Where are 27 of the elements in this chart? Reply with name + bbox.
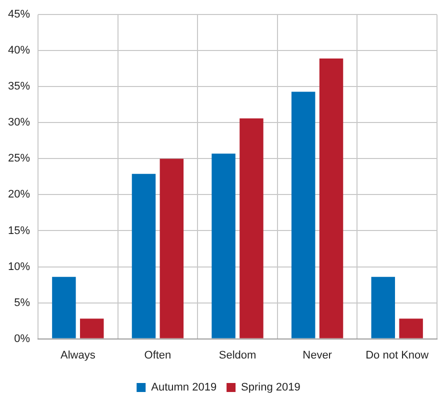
y-tick-label: 5% bbox=[14, 296, 30, 309]
bar bbox=[240, 118, 264, 338]
y-tick-label: 25% bbox=[8, 152, 30, 165]
x-tick-label: Always bbox=[60, 349, 96, 362]
legend-label: Autumn 2019 bbox=[151, 382, 217, 394]
x-tick-label: Never bbox=[302, 349, 332, 362]
bar bbox=[291, 92, 316, 338]
x-tick-label: Seldom bbox=[218, 349, 256, 362]
x-tick-label: Do not Know bbox=[366, 349, 429, 362]
bar bbox=[212, 154, 236, 338]
y-tick-label: 10% bbox=[8, 260, 30, 273]
bar bbox=[319, 58, 344, 338]
y-tick-label: 20% bbox=[8, 188, 30, 201]
x-tick-label: Often bbox=[144, 349, 172, 362]
y-tick-label: 40% bbox=[8, 44, 30, 57]
y-tick-label: 45% bbox=[8, 8, 30, 21]
bar bbox=[132, 174, 156, 338]
y-tick-label: 30% bbox=[8, 116, 30, 129]
bar bbox=[160, 158, 184, 338]
bar bbox=[80, 318, 104, 338]
y-tick-label: 35% bbox=[8, 80, 30, 93]
bar bbox=[52, 276, 76, 338]
bar bbox=[371, 276, 396, 338]
y-tick-label: 0% bbox=[14, 332, 30, 345]
bar bbox=[399, 318, 423, 338]
legend-label: Spring 2019 bbox=[241, 382, 300, 394]
y-tick-label: 15% bbox=[8, 224, 30, 237]
